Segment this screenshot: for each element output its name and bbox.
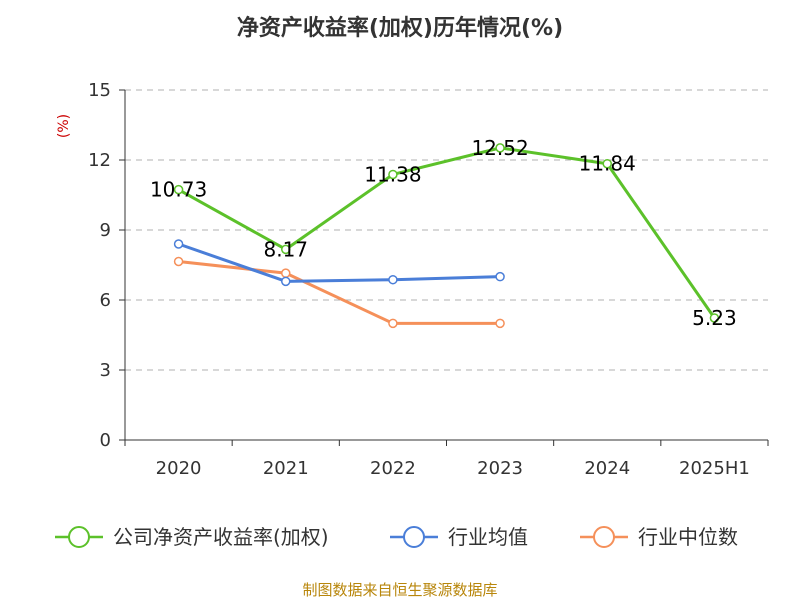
grid-lines [125, 89, 768, 371]
legend-label-2: 行业中位数 [638, 525, 738, 549]
axes: 0 3 6 9 12 15 2020 2021 2022 2023 2024 2025H1 [88, 80, 769, 479]
data-label-0-1: 8.17 [263, 237, 308, 261]
data-point-2-3 [495, 318, 505, 329]
data-point-2-2 [388, 318, 398, 329]
data-label-0-3: 12.52 [471, 136, 528, 160]
x-tick-label-2020: 2020 [156, 458, 202, 479]
y-axis-label: (%) [56, 114, 72, 138]
series-line-1 [178, 242, 501, 283]
y-tick-label-15: 15 [88, 80, 111, 101]
series-0: 10.73 8.17 11.38 12.52 11.84 5.23 [150, 136, 737, 330]
chart-title: 净资产收益率(加权)历年情况(%) [237, 15, 563, 41]
data-point-0-3 [495, 143, 505, 153]
legend-item-2[interactable]: 行业中位数 [580, 525, 738, 549]
data-point-1-2 [388, 274, 398, 285]
series-group: 10.73 8.17 11.38 12.52 11.84 5.23 [150, 136, 737, 330]
data-label-0-2: 11.38 [364, 162, 421, 186]
y-tick-label-0: 0 [100, 430, 111, 451]
legend-label-1: 行业均值 [448, 525, 528, 549]
legend-swatch-marker-0 [68, 526, 90, 548]
y-tick-label-3: 3 [100, 360, 111, 381]
data-point-1-0 [173, 239, 184, 249]
data-source-note: 制图数据来自恒生聚源数据库 [302, 581, 497, 599]
x-tick-label-2021: 2021 [263, 458, 309, 479]
legend[interactable]: 公司净资产收益率(加权) 行业均值 行业中位数 [55, 525, 738, 549]
series-2 [173, 256, 505, 329]
data-point-0-1 [281, 244, 291, 255]
series-1 [173, 239, 505, 287]
y-tick-label-12: 12 [88, 150, 111, 171]
data-point-0-4 [602, 158, 612, 169]
data-point-0-5 [709, 313, 720, 323]
data-label-0-0: 10.73 [150, 178, 207, 202]
data-point-0-2 [388, 169, 398, 180]
legend-label-0: 公司净资产收益率(加权) [113, 525, 329, 549]
legend-item-0[interactable]: 公司净资产收益率(加权) [55, 525, 329, 549]
data-label-0-5: 5.23 [692, 306, 737, 330]
data-point-1-3 [495, 271, 505, 282]
data-label-0-4: 11.84 [579, 152, 636, 176]
legend-item-1[interactable]: 行业均值 [390, 525, 528, 549]
x-tick-label-2023: 2023 [477, 458, 523, 479]
x-tick-label-2025H1: 2025H1 [679, 458, 750, 479]
series-line-0 [177, 146, 716, 319]
data-point-1-1 [281, 276, 291, 287]
data-point-2-1 [281, 268, 291, 278]
data-point-2-0 [173, 256, 184, 267]
y-tick-label-9: 9 [100, 220, 111, 241]
legend-swatch-marker-2 [593, 526, 615, 548]
data-point-0-0 [173, 184, 184, 195]
x-tick-label-2024: 2024 [584, 458, 630, 479]
legend-swatch-marker-1 [403, 526, 425, 548]
series-line-2 [178, 260, 501, 325]
x-tick-label-2022: 2022 [370, 458, 416, 479]
y-tick-label-6: 6 [100, 290, 111, 311]
